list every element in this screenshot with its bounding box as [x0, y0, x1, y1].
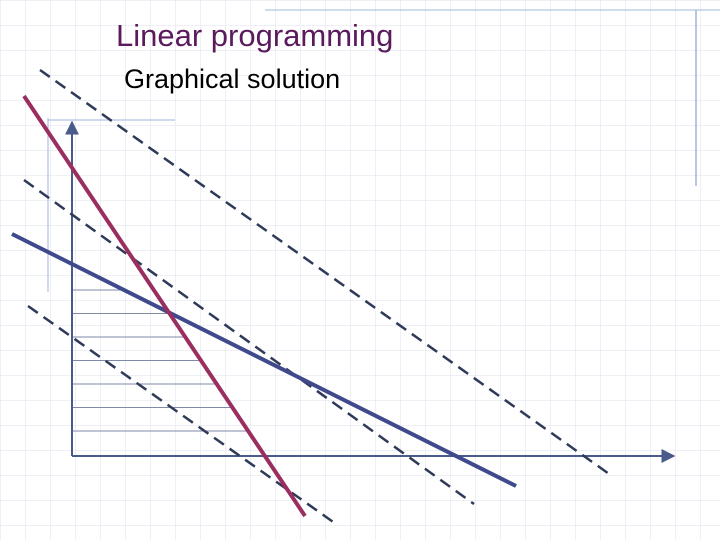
slide-title: Linear programming [116, 18, 394, 53]
slide-subtitle: Graphical solution [124, 64, 341, 94]
feasible-region-hatching [73, 289, 249, 432]
objective-line-upper [39, 68, 613, 478]
constraint-line-red [22, 94, 307, 518]
objective-line-middle [23, 178, 475, 506]
slide-accent-lines [47, 9, 720, 292]
constraint-line-blue [11, 232, 517, 488]
